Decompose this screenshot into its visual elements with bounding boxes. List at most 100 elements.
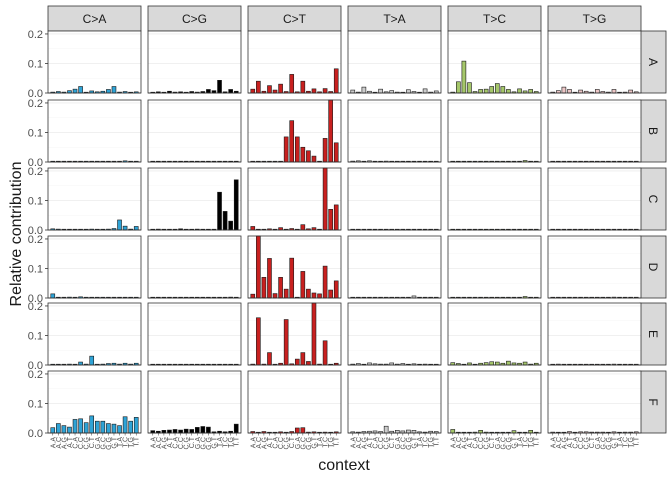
bar-T.T [133, 417, 139, 434]
bar-A.G [361, 86, 367, 94]
panel-background [548, 371, 641, 433]
panel-background [148, 303, 241, 365]
y-tick-label: 0.1 [28, 195, 43, 207]
bar-A.C [456, 81, 461, 94]
x-tick-label: A.T [567, 436, 574, 448]
bar-C.A [72, 419, 78, 434]
bar-C.G [183, 428, 189, 434]
panel-background [448, 168, 541, 230]
row-strip-label: F [646, 398, 660, 405]
bar-T.G [328, 289, 333, 299]
x-tick-label: G.T [411, 436, 418, 448]
bar-G.C [300, 271, 306, 299]
y-tick-label: 0.2 [28, 234, 43, 246]
panel-border [447, 30, 542, 94]
facet-strip-label: T>C [483, 12, 506, 26]
x-tick-label: G.C [100, 437, 107, 449]
y-axis-title: Relative contribution [8, 162, 25, 307]
panel-border [447, 370, 542, 434]
bar-T.G [328, 99, 333, 163]
panel-F-C-to-T [247, 370, 342, 434]
panel-C-C-to-A [47, 167, 142, 231]
bar-T.C [522, 361, 528, 366]
bar-G.A [594, 89, 600, 94]
x-tick-label: C.A [273, 437, 280, 449]
panel-background [548, 31, 641, 93]
bar-G.A [494, 83, 500, 94]
bar-G.C [300, 224, 306, 231]
x-tick-label: G.C [600, 437, 607, 449]
y-tick-label: 0.1 [28, 398, 43, 410]
bar-T.G [328, 209, 333, 231]
row-strip-box [639, 370, 667, 434]
bar-G.A [194, 427, 200, 434]
x-tick-label: T.C [523, 437, 530, 448]
panel-border [447, 235, 542, 299]
panel-border [347, 370, 442, 434]
x-tick-label: T.G [528, 437, 535, 448]
x-tick-label: A.G [261, 437, 268, 449]
panel-background [148, 371, 241, 433]
bar-G.T [311, 88, 317, 94]
x-tick-label: C.C [278, 437, 285, 449]
panel-background [448, 236, 541, 298]
panel-border [347, 302, 442, 366]
bar-G.G [106, 89, 111, 94]
panel-background [348, 303, 441, 365]
bar-T.T [133, 226, 139, 231]
x-tick-label: G.A [295, 437, 302, 449]
facet-strip-box [47, 5, 142, 32]
panel-background [148, 236, 241, 298]
bar-T.G [228, 220, 233, 231]
bar-G.G [106, 423, 111, 434]
x-tick-label: G.C [500, 437, 507, 449]
y-tick-label: 0.2 [28, 98, 43, 110]
panel-border [47, 302, 142, 366]
bar-T.A [217, 80, 222, 94]
bar-C.C [178, 429, 183, 434]
row-strip-E: E [639, 302, 667, 366]
x-tick-label: T.G [228, 437, 235, 448]
x-tick-label: T.C [223, 437, 230, 448]
panel-A-T-to-G [547, 30, 642, 94]
x-tick-label: T.T [234, 436, 241, 446]
panel-background [248, 371, 341, 433]
panel-border [247, 30, 342, 94]
x-tick-label: C.G [384, 437, 391, 449]
bar-C.G [83, 422, 89, 434]
bar-T.C [422, 88, 428, 94]
panel-border [347, 99, 442, 163]
facet-strip-box [147, 5, 242, 32]
panel-D-T-to-C [447, 235, 542, 299]
bar-C.C [578, 89, 583, 94]
panel-F-C-to-A [47, 370, 142, 434]
bar-A.T [467, 82, 472, 94]
bar-T.A [117, 425, 122, 434]
bar-G.C [300, 427, 306, 434]
x-tick-label: C.A [473, 437, 480, 449]
panel-B-T-to-G [547, 99, 642, 163]
x-tick-label: A.A [450, 437, 457, 449]
x-tick-label: C.G [84, 437, 91, 449]
panel-border [247, 167, 342, 231]
facet-strip-box [547, 5, 642, 32]
x-tick-label: C.C [578, 437, 585, 449]
panel-background [348, 371, 441, 433]
panel-B-T-to-C [447, 99, 542, 163]
panel-border [147, 30, 242, 94]
bar-C.T [89, 355, 95, 366]
row-strip-B: B [639, 99, 667, 163]
panel-border [347, 235, 442, 299]
x-tick-label: T.A [117, 437, 124, 447]
bar-A.A [250, 293, 256, 299]
bar-T.T [333, 204, 339, 231]
facet-strip-box [247, 5, 342, 32]
panel-B-C-to-T [247, 99, 342, 163]
bar-G.G [506, 360, 511, 366]
bar-G.G [306, 150, 311, 163]
x-tick-label: C.C [378, 437, 385, 449]
x-tick-label: T.A [517, 437, 524, 447]
bar-T.T [333, 68, 339, 94]
panel-D-C-to-T [247, 235, 342, 299]
x-tick-label: T.C [623, 437, 630, 448]
